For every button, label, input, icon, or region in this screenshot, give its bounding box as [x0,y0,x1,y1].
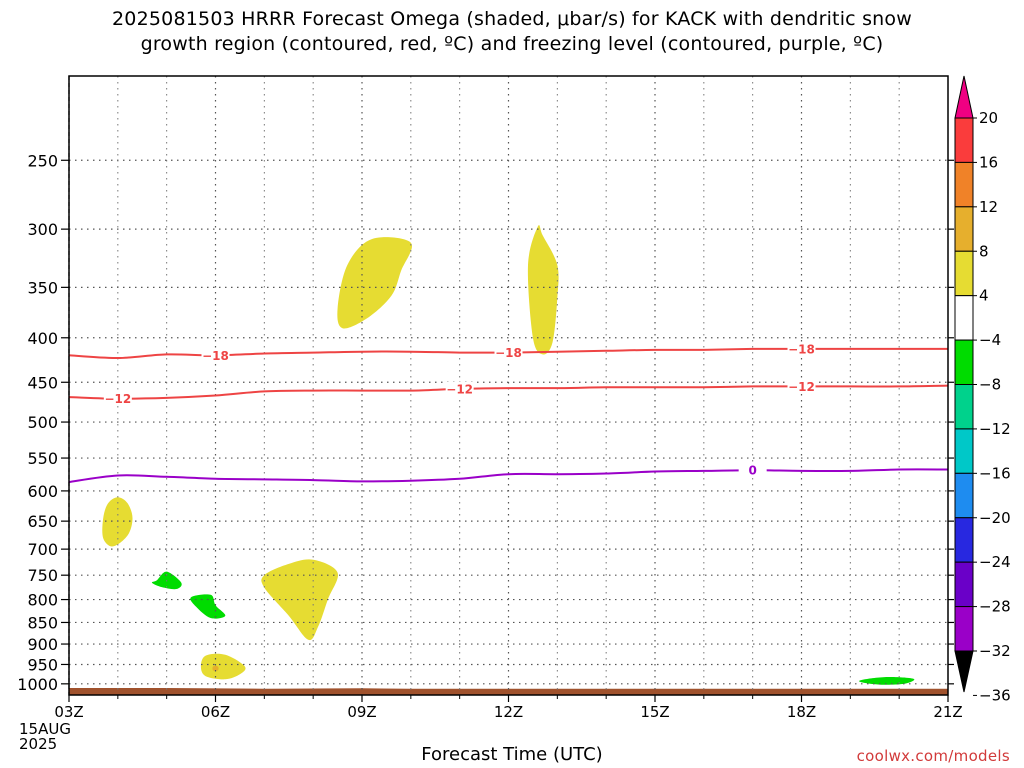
colorbar-label-3: 8 [979,242,989,260]
x-tick-label-03Z: 03Z [54,703,83,721]
omega-region-6 [212,665,219,671]
contour-label--18: −18 [202,349,229,363]
ground-surface [69,688,948,695]
y-tick-label-250: 250 [27,151,58,170]
watermark-link[interactable]: coolwx.com/models [856,747,1010,765]
x-tick-label-21Z: 21Z [933,703,962,721]
contour-label-bg [103,391,132,406]
y-tick-label-400: 400 [27,329,58,348]
colorbar-segment-9 [954,472,974,519]
contour-label-bg [494,345,523,360]
contour-label-bg [738,463,767,478]
contour-line-0 [68,468,949,483]
omega-region-3 [102,497,133,547]
omega-region-4 [261,559,339,641]
contour-line--12 [68,384,949,400]
x-axis-label: Forecast Time (UTC) [421,744,603,765]
start-date-year: 2025 [19,735,58,753]
colorbar-bottom-arrow [954,650,974,693]
omega-colorbar: 20 16 12 8 4 −4 −8 −12 −16 −20 −24 −28 −32 −36 [954,75,1011,704]
contour-label-bg [445,381,474,396]
omega-region-8 [190,594,226,619]
contour-label--12: −12 [104,392,131,406]
contour-label--12: −12 [788,380,815,394]
colorbar-label-4: 4 [979,287,989,305]
colorbar-segment-7 [954,384,974,430]
contour-label--18: −18 [495,346,522,360]
colorbar-label-2: 12 [979,198,998,216]
y-tick-label-700: 700 [27,540,58,559]
colorbar-segment-2 [954,161,974,208]
contour-label--12: −12 [446,382,473,396]
contour-label-bg [787,341,816,356]
y-tick-label-850: 850 [27,613,58,632]
contour-label-bg [787,379,816,394]
colorbar-label-12: −32 [979,642,1011,660]
colorbar-label-9: −20 [979,509,1011,527]
colorbar-segment-6 [954,339,974,386]
contour-label-bg [201,348,230,363]
start-date-label: 15AUG 2025 [19,722,71,752]
y-tick-label-950: 950 [27,655,58,674]
colorbar-top-arrow [954,75,974,119]
colorbar-segment-1 [954,117,974,163]
colorbar-label-11: −28 [979,598,1011,616]
y-tick-label-750: 750 [27,566,58,585]
x-tick-label-15Z: 15Z [640,703,669,721]
contour-label-0: 0 [748,464,756,478]
colorbar-label-1: 16 [979,153,998,171]
chart-axes: 250 300 350 400 450 500 550 600 650 700 750 800 850 9… [17,75,963,721]
x-tick-label-06Z: 06Z [201,703,230,721]
y-tick-label-1000: 1000 [17,675,58,694]
colorbar-segment-11 [954,561,974,608]
y-tick-label-550: 550 [27,449,58,468]
colorbar-label-7: −12 [979,420,1011,438]
colorbar-segment-8 [954,428,974,474]
chart-title-line-1: 2025081503 HRRR Forecast Omega (shaded, … [112,8,912,30]
x-tick-label-18Z: 18Z [787,703,816,721]
ground-surface-layer [69,688,948,695]
omega-region-2 [527,224,559,355]
omega-region-1 [337,237,413,329]
y-tick-label-600: 600 [27,482,58,501]
y-tick-label-900: 900 [27,635,58,654]
omega-region-5 [200,653,246,680]
colorbar-label-5: −4 [979,331,1001,349]
colorbar-segment-5 [954,295,974,341]
y-tick-label-350: 350 [27,278,58,297]
colorbar-label-0: 20 [979,109,998,127]
omega-region-9 [859,676,915,685]
colorbar-segment-4 [954,250,974,297]
y-tick-label-500: 500 [27,413,58,432]
y-tick-label-800: 800 [27,591,58,610]
chart-gridlines [69,76,948,695]
temperature-contours: −18 −18 −18 −12 −12 −12 0 [68,341,949,483]
colorbar-label-6: −8 [979,376,1001,394]
chart-title-line-2: growth region (contoured, red, ºC) and f… [140,33,884,55]
colorbar-label-13: −36 [979,686,1011,704]
contour-label--18: −18 [788,342,815,356]
y-tick-label-650: 650 [27,512,58,531]
omega-shaded-regions [102,224,915,685]
colorbar-segment-10 [954,517,974,563]
x-tick-label-09Z: 09Z [347,703,376,721]
colorbar-segment-12 [954,606,974,652]
x-tick-label-12Z: 12Z [494,703,523,721]
colorbar-label-8: −16 [979,464,1011,482]
start-date-day: 15AUG [19,720,71,738]
colorbar-label-10: −24 [979,553,1011,571]
y-tick-label-450: 450 [27,373,58,392]
y-tick-label-300: 300 [27,220,58,239]
colorbar-segment-3 [954,206,974,252]
